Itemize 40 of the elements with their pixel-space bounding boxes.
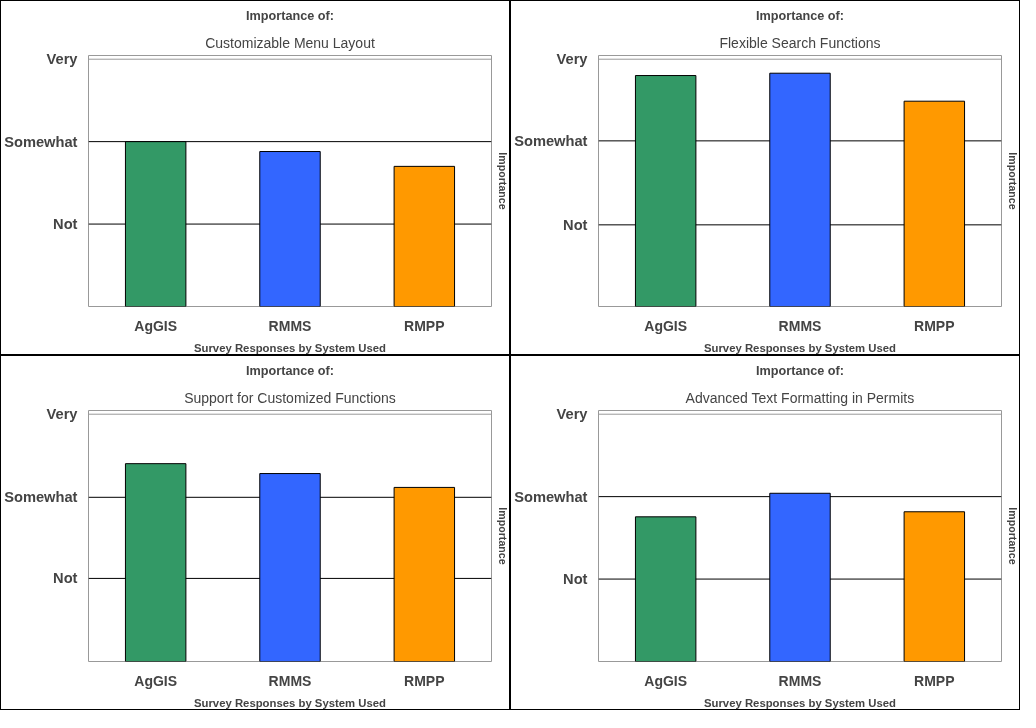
x-tick-label: AgGIS <box>644 672 688 689</box>
ref-line-label: Somewhat <box>514 132 588 149</box>
x-tick-label: RMPP <box>404 317 445 334</box>
x-tick-label: RMPP <box>914 317 955 334</box>
x-tick-label: AgGIS <box>134 672 178 689</box>
ref-line-label: Not <box>563 216 588 233</box>
x-tick-label: RMMS <box>778 672 822 689</box>
x-tick-label: AgGIS <box>134 317 178 334</box>
y-axis-title: Importance <box>496 507 509 565</box>
chart-title: Importance of: <box>246 8 334 23</box>
x-axis-title: Survey Responses by System Used <box>703 341 897 354</box>
x-tick-label: RMMS <box>778 317 822 334</box>
chart-title: Importance of: <box>246 363 334 378</box>
chart-title: Importance of: <box>756 8 844 23</box>
x-axis-title: Survey Responses by System Used <box>193 341 387 354</box>
ref-line-label: Not <box>53 216 78 233</box>
y-axis-title: Importance <box>1006 152 1019 210</box>
x-axis-title: Survey Responses by System Used <box>193 696 387 709</box>
ref-line-label: Very <box>556 51 589 68</box>
ref-line-label: Not <box>563 571 588 588</box>
chart-subtitle: Flexible Search Functions <box>719 34 881 51</box>
y-axis-title: Importance <box>496 152 509 210</box>
chart-subtitle: Customizable Menu Layout <box>205 34 375 51</box>
x-tick-label: RMMS <box>268 672 312 689</box>
x-tick-label: RMMS <box>268 317 312 334</box>
chart-title: Importance of: <box>756 363 844 378</box>
ref-line-label: Very <box>46 406 79 423</box>
x-tick-label: AgGIS <box>644 317 688 334</box>
x-tick-label: RMPP <box>914 672 955 689</box>
ref-line-label: Somewhat <box>4 133 78 150</box>
x-axis-title: Survey Responses by System Used <box>703 696 897 709</box>
y-axis-title: Importance <box>1006 507 1019 565</box>
ref-line-label: Very <box>46 51 79 68</box>
x-tick-label: RMPP <box>404 672 445 689</box>
ref-line-label: Somewhat <box>4 489 78 506</box>
chart-subtitle: Advanced Text Formatting in Permits <box>685 389 915 406</box>
ref-line-label: Somewhat <box>514 488 588 505</box>
chart-subtitle: Support for Customized Functions <box>184 389 396 406</box>
ref-line-label: Very <box>556 406 589 423</box>
ref-line-label: Not <box>53 570 78 587</box>
